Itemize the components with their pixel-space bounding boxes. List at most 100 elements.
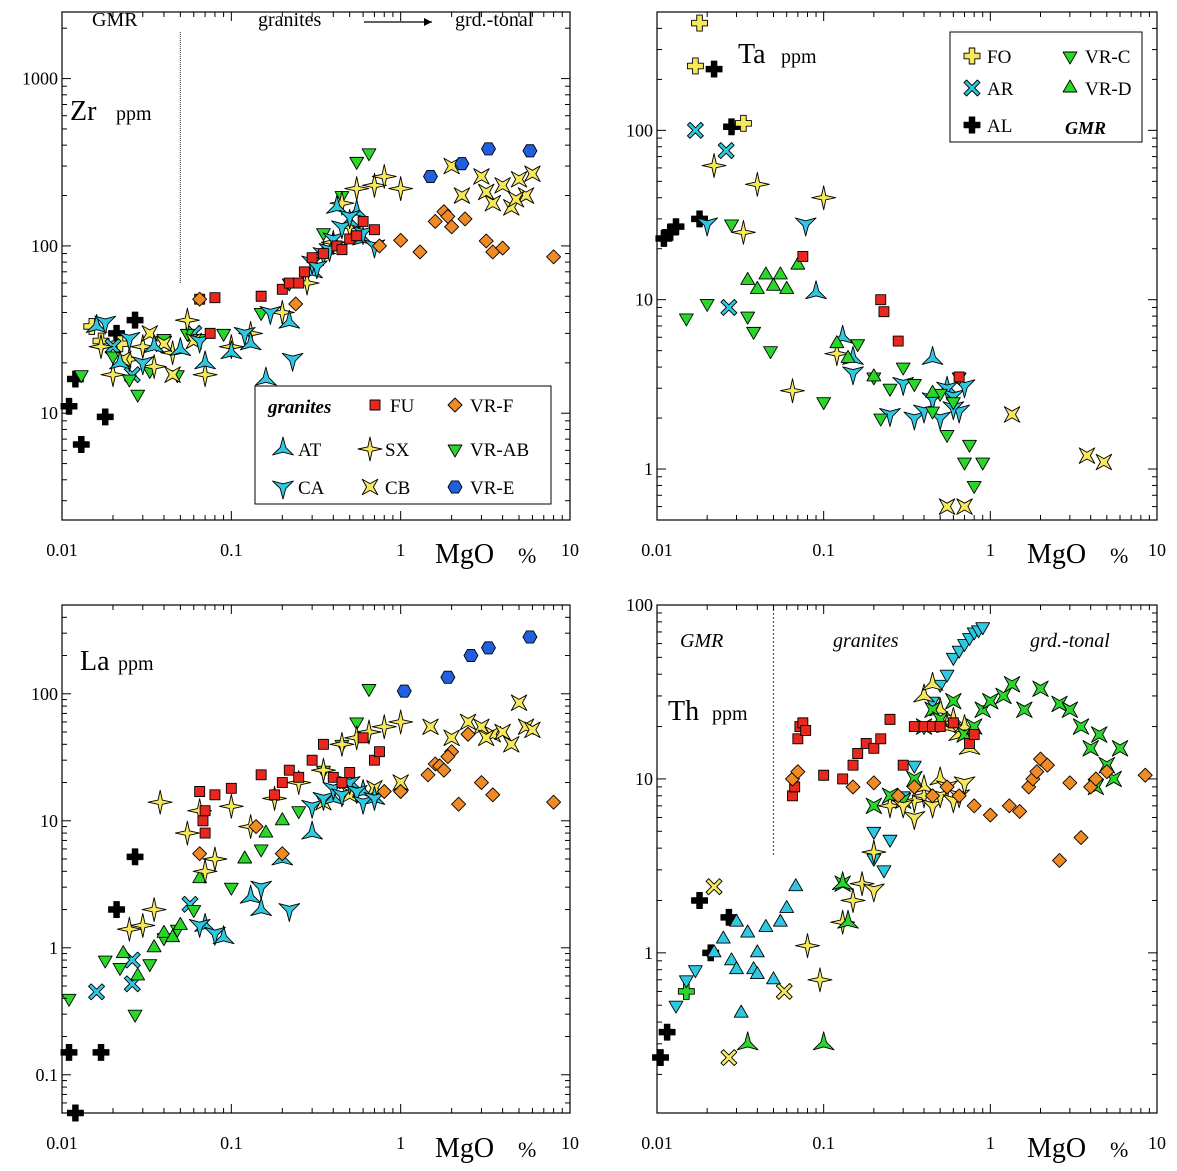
th-point-vr-f [951,788,967,804]
la-point-sx [130,912,156,938]
th-point-fu [792,733,804,745]
th-point-vr-f [1073,830,1089,846]
la-point-vr-ab [61,993,77,1007]
zr-point-fu [357,215,369,227]
ta-legend-box [949,31,1143,143]
zr-yunit: ppm [116,103,152,125]
la-point-vr-f [274,846,290,862]
th-point-vr-c [876,865,892,879]
zr-ticks: 0.01 0.1 1 10 10 100 1000 [22,12,579,560]
la-point-vr-d [172,916,188,930]
la-point-fu [336,777,348,788]
zr-point-cb [524,165,541,182]
la-point-vr-d [192,870,208,884]
ta-point-ar [686,121,704,139]
ta-point-vr-d [840,349,856,363]
zr-point-fu [351,230,363,242]
la-point-vr-ab [127,1009,143,1023]
ta-legend-label-fo: FO [987,47,1011,68]
la-point-vr-f [393,784,409,799]
zr-legend-marker-fu [369,399,381,411]
la-point-fu [197,815,209,827]
la-point-cb [459,713,477,731]
zr-ylabel: Zr [70,96,97,127]
ta-point-vr-c [746,326,762,340]
panel-zr: 0.01 0.1 1 10 10 100 1000 Zr ppm MgO % GMR gra… [22,9,579,570]
th-point-fu [934,721,946,733]
th-point-vr-c [906,760,922,774]
zr-point-fu [306,252,318,264]
ta-point-ca [842,366,864,386]
ta-point-cb [1078,447,1096,464]
la-yunit: ppm [118,653,154,675]
th-point-fu [947,717,959,729]
ta-xunit: % [1110,543,1128,568]
ta-point-sx [701,153,727,178]
zr-point-vr-ab [361,148,377,162]
zr-point-at [143,334,165,354]
th-point-cb [1072,718,1090,735]
zr-point-fu [293,277,305,289]
zr-point-at [326,194,348,214]
zr-point-vr-f [495,240,511,256]
ta-legend-marker-al [963,116,981,134]
la-point-al [126,848,144,866]
ta-ytick-label: 100 [626,120,653,140]
zr-zone-granites: granites [258,9,322,31]
la-point-vr-f [485,787,501,803]
la-point-vr-f [451,796,467,812]
la-point-vr-f [546,794,562,810]
zr-point-at [109,350,131,370]
la-ytick-label: 1 [49,938,58,958]
zr-legend-label-fu: FU [390,396,415,417]
zr-point-vr-f [440,208,456,224]
panel-th: 0.01 0.1 1 10 1 10 100 Th ppm MgO % GMR granit… [626,595,1166,1164]
la-xtick-label: 10 [561,1133,579,1153]
th-point-fu [852,748,864,759]
la-point-al [60,1043,78,1061]
th-point-sx [901,788,927,814]
th-xunit: % [1110,1137,1128,1162]
ta-point-cb [956,498,973,515]
th-point-vr-ab [736,1031,759,1051]
ta-xlabel: MgO [1027,539,1086,570]
ta-marks [655,14,1113,515]
zr-legend-label-cb: CB [385,478,410,499]
th-point-fu [968,729,980,740]
la-point-vr-e [522,630,538,644]
ta-point-vr-c [945,397,961,411]
ta-ticks: 0.01 0.1 1 10 1 10 100 [626,11,1166,560]
zr-legend-label-sx: SX [385,440,410,461]
th-point-ca [953,776,976,796]
th-point-vr-d [729,961,744,975]
zr-point-ca [338,209,361,229]
zr-point-vr-f [288,296,304,312]
ta-point-vr-c [740,311,756,325]
la-point-ca [312,791,335,811]
la-point-vr-d [130,967,146,981]
ta-point-vr-c [816,397,832,411]
ta-legend-label-vr-d: VR-D [1085,79,1131,100]
zr-point-vr-e [522,144,538,158]
th-point-vr-ab [837,909,859,929]
la-point-vr-d [156,924,172,938]
la-point-fu [209,789,221,801]
th-point-vr-f [1052,852,1067,868]
la-point-vr-f [248,819,264,835]
ta-point-at [805,280,827,300]
th-point-vr-d [749,966,765,980]
zr-legend-label-vr-ab: VR-AB [470,440,529,461]
zr-point-ca [94,315,117,335]
zr-point-vr-e [423,169,438,183]
th-point-fu [818,769,830,781]
la-ytick-label: 0.1 [36,1065,59,1085]
th-point-vr-c [945,652,961,666]
th-point-ar [705,878,723,896]
th-point-cb [906,770,923,788]
la-point-fu [194,786,206,797]
la-point-fu [283,764,295,776]
zr-point-cb [507,191,525,208]
la-point-vr-ab [223,882,239,896]
ta-ylabel: Ta [738,39,766,70]
ta-point-vr-c [763,346,778,360]
